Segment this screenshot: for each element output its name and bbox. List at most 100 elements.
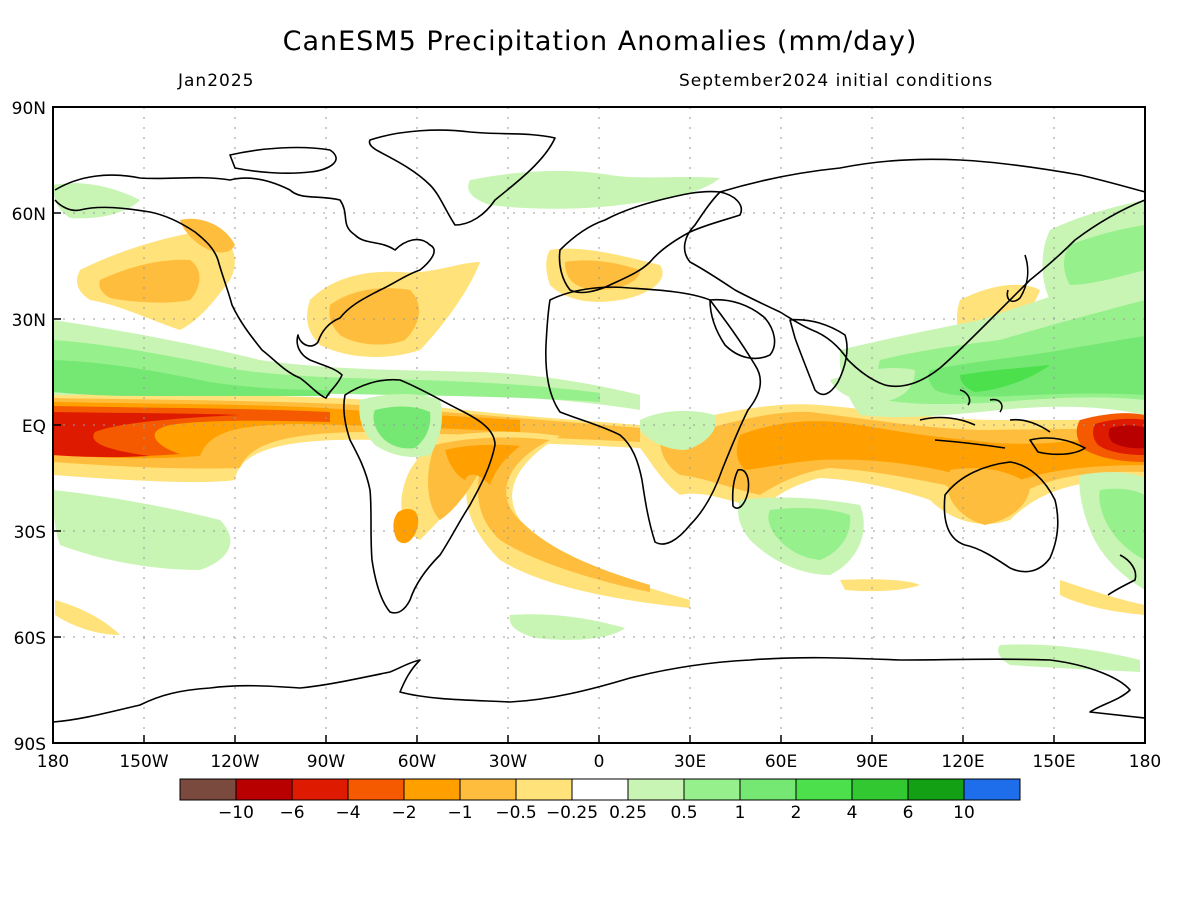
- legend-label: 0.25: [609, 803, 647, 823]
- lat-label: 30N: [12, 311, 46, 331]
- anomaly-australia-dry: [948, 468, 1030, 525]
- legend-swatch: [795, 778, 853, 801]
- lon-label: 120E: [941, 752, 984, 772]
- anomaly-ntropical-wet-strong: [53, 360, 330, 396]
- coastlines: [53, 129, 1145, 723]
- lon-label: 90E: [856, 752, 888, 772]
- legend-swatch: [347, 778, 405, 801]
- legend-swatch: [291, 778, 349, 801]
- legend-label: −10: [218, 803, 254, 823]
- lat-label: 60N: [12, 205, 46, 225]
- lat-label: EQ: [22, 417, 46, 437]
- legend-swatch: [571, 778, 629, 801]
- anomaly-usatlantic-dry-mid: [329, 288, 420, 345]
- anomaly-wpacific-dry-max: [1108, 425, 1145, 449]
- legend-swatch: [963, 778, 1021, 801]
- coastline-north-america: [54, 174, 435, 399]
- coastline-arabia: [709, 298, 776, 360]
- valid-month-label: Jan2025: [178, 71, 255, 91]
- coastline-new-guinea: [1029, 437, 1086, 456]
- anomaly-wpacific-wet-vstrong: [960, 365, 1050, 392]
- coastline-africa: [545, 286, 762, 545]
- legend-label: −0.5: [495, 803, 536, 823]
- anomaly-europe-dry-mid: [565, 260, 640, 290]
- legend-swatch: [459, 778, 517, 801]
- lon-label: 60W: [398, 752, 437, 772]
- anomaly-nepacific-dry-mid: [99, 259, 200, 303]
- coastline-arctic-islands: [229, 146, 337, 174]
- anomaly-china-wet-light: [830, 368, 915, 402]
- lon-label: 120W: [210, 752, 259, 772]
- lon-label: 150W: [119, 752, 168, 772]
- legend-swatch: [235, 778, 293, 801]
- coastline-south-america: [343, 378, 496, 614]
- anomaly-africa-wet-light: [640, 410, 716, 450]
- color-legend: [179, 778, 1021, 801]
- coastline-greenland: [368, 129, 556, 226]
- anomaly-pacific-dry-extreme: [53, 412, 240, 458]
- legend-label: −4: [335, 803, 360, 823]
- legend-swatch: [515, 778, 573, 801]
- legend-label: 10: [953, 803, 975, 823]
- map-title: CanESM5 Precipitation Anomalies (mm/day): [282, 26, 918, 57]
- anomaly-tasman-dry-light: [1060, 580, 1145, 615]
- legend-label: 0.5: [670, 803, 697, 823]
- legend-label: −1: [447, 803, 472, 823]
- anomaly-spcz-wet-mid: [1099, 488, 1145, 560]
- anomaly-satlantic-wet-light: [509, 614, 625, 640]
- anomaly-spacific-wet-light: [53, 490, 231, 570]
- legend-label: 6: [903, 803, 914, 823]
- legend-label: −0.25: [546, 803, 598, 823]
- lon-label: 180: [1129, 752, 1161, 772]
- anomaly-spacific-dry-light: [55, 600, 120, 635]
- coastline-asia: [683, 158, 1145, 387]
- anomaly-sindian-wet-mid: [768, 507, 851, 560]
- legend-swatch: [683, 778, 741, 801]
- legend-swatch: [739, 778, 797, 801]
- anomaly-andes-dry: [393, 508, 419, 544]
- legend-label: 4: [847, 803, 858, 823]
- lon-label: 90W: [307, 752, 346, 772]
- coastline-india: [789, 318, 848, 396]
- coastline-madagascar: [731, 468, 750, 509]
- latitude-labels: 90N 60N 30N EQ 30S 60S 90S: [12, 99, 46, 755]
- legend-swatch: [851, 778, 909, 801]
- lon-label: 30W: [489, 752, 528, 772]
- coastline-antarctica: [53, 656, 1145, 723]
- longitude-labels: 180 150W 120W 90W 60W 30W 0 30E 60E 90E …: [37, 752, 1161, 772]
- gridlines: [53, 107, 1145, 743]
- coastline-australia: [943, 461, 1059, 573]
- anomaly-nwpacific-wet-mid: [1064, 225, 1145, 285]
- axis-ticks: [53, 212, 1055, 743]
- lon-label: 0: [594, 752, 605, 772]
- legend-label: 1: [735, 803, 746, 823]
- anomaly-brazil-dry-strong: [445, 444, 520, 485]
- legend-labels: −10 −6 −4 −2 −1 −0.5 −0.25 0.25 0.5 1 2 …: [218, 803, 975, 823]
- coastline-japan: [1006, 254, 1029, 302]
- lon-label: 60E: [765, 752, 797, 772]
- legend-swatch: [179, 778, 237, 801]
- legend-swatch: [403, 778, 461, 801]
- lat-label: 60S: [14, 629, 46, 649]
- lat-label: 90S: [14, 735, 46, 755]
- coastline-new-zealand: [1107, 554, 1137, 596]
- legend-label: 2: [791, 803, 802, 823]
- anomaly-indian-dry-strong: [736, 421, 1145, 481]
- lon-label: 150E: [1032, 752, 1075, 772]
- anomaly-sindian-dry-light: [840, 579, 920, 592]
- legend-label: −6: [279, 803, 304, 823]
- legend-swatch: [907, 778, 965, 801]
- anomaly-field: [53, 170, 1145, 672]
- legend-swatch: [627, 778, 685, 801]
- lat-label: 30S: [14, 523, 46, 543]
- anomaly-amazon-wet-mid: [373, 406, 431, 449]
- coastline-europe: [558, 190, 742, 294]
- lon-label: 180: [37, 752, 69, 772]
- init-conditions-label: September2024 initial conditions: [679, 71, 994, 91]
- anomaly-arctic-wet-light: [468, 170, 720, 209]
- lat-label: 90N: [12, 99, 46, 119]
- anomaly-alaska-wet-light: [53, 183, 140, 219]
- legend-label: −2: [391, 803, 416, 823]
- anomaly-southern-wet-light: [998, 644, 1140, 672]
